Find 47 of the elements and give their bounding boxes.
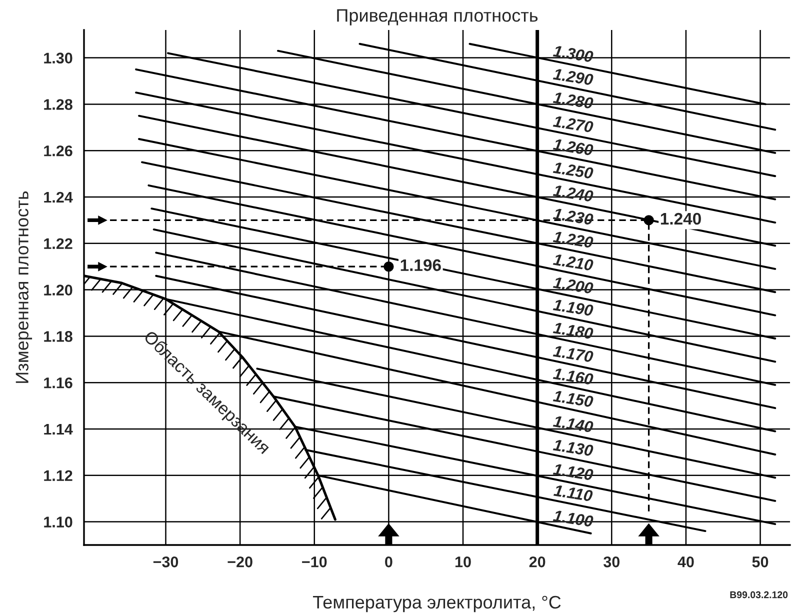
text: 1.300 bbox=[552, 45, 594, 63]
chart-title: Приведенная плотность bbox=[337, 9, 538, 26]
y-tick-label: 1.18 bbox=[44, 331, 72, 342]
x-tick-label: −30 bbox=[153, 556, 178, 568]
text: 1.220 bbox=[552, 230, 594, 248]
y-tick-label: 1.12 bbox=[44, 470, 72, 481]
text: 1.160 bbox=[552, 368, 594, 386]
text: 1.200 bbox=[552, 276, 594, 294]
text: 1.120 bbox=[552, 463, 594, 481]
text: 1.100 bbox=[552, 510, 594, 528]
annotation: 1.240 bbox=[660, 212, 701, 225]
text: 1.150 bbox=[552, 390, 594, 408]
y-tick-label: 1.16 bbox=[44, 377, 72, 388]
text: 1.250 bbox=[552, 162, 594, 180]
y-tick-label: 1.24 bbox=[44, 192, 73, 203]
x-tick-label: 50 bbox=[752, 556, 768, 568]
text: 1.230 bbox=[552, 208, 594, 226]
y-tick-label: 1.22 bbox=[44, 238, 72, 249]
y-tick-label: 1.28 bbox=[44, 99, 72, 110]
text: 1.210 bbox=[552, 254, 594, 272]
text: 1.110 bbox=[553, 484, 594, 502]
text: 1.180 bbox=[552, 322, 594, 340]
text: 1.190 bbox=[552, 298, 594, 316]
text: 1.240 bbox=[552, 184, 594, 202]
x-tick-label: 20 bbox=[529, 556, 546, 568]
x-tick-label: 0 bbox=[385, 556, 392, 568]
text: 1.270 bbox=[552, 115, 594, 133]
y-tick-label: 1.30 bbox=[44, 52, 72, 64]
x-tick-label: 40 bbox=[678, 556, 694, 568]
x-tick-label: 30 bbox=[603, 556, 620, 568]
y-tick-label: 1.26 bbox=[44, 145, 72, 156]
text: 1.130 bbox=[552, 439, 594, 456]
text: 1.260 bbox=[552, 138, 594, 156]
x-tick-label: −20 bbox=[228, 556, 252, 568]
text: 1.280 bbox=[552, 92, 594, 110]
text: 1.290 bbox=[552, 68, 594, 86]
x-tick-label: −10 bbox=[302, 556, 327, 568]
text: 1.140 bbox=[552, 415, 594, 433]
text: 1.170 bbox=[552, 345, 594, 363]
y-axis-title: Измеренная плотность bbox=[16, 191, 32, 383]
y-tick-label: 1.20 bbox=[44, 284, 72, 296]
y-tick-label: 1.14 bbox=[44, 424, 73, 435]
y-tick-label: 1.10 bbox=[44, 516, 72, 528]
annotation: 1.196 bbox=[400, 259, 441, 272]
x-tick-label: 10 bbox=[455, 556, 471, 568]
x-axis-title: Температура электролита, °C bbox=[313, 596, 561, 612]
text: B99.03.2.120 bbox=[730, 591, 788, 598]
